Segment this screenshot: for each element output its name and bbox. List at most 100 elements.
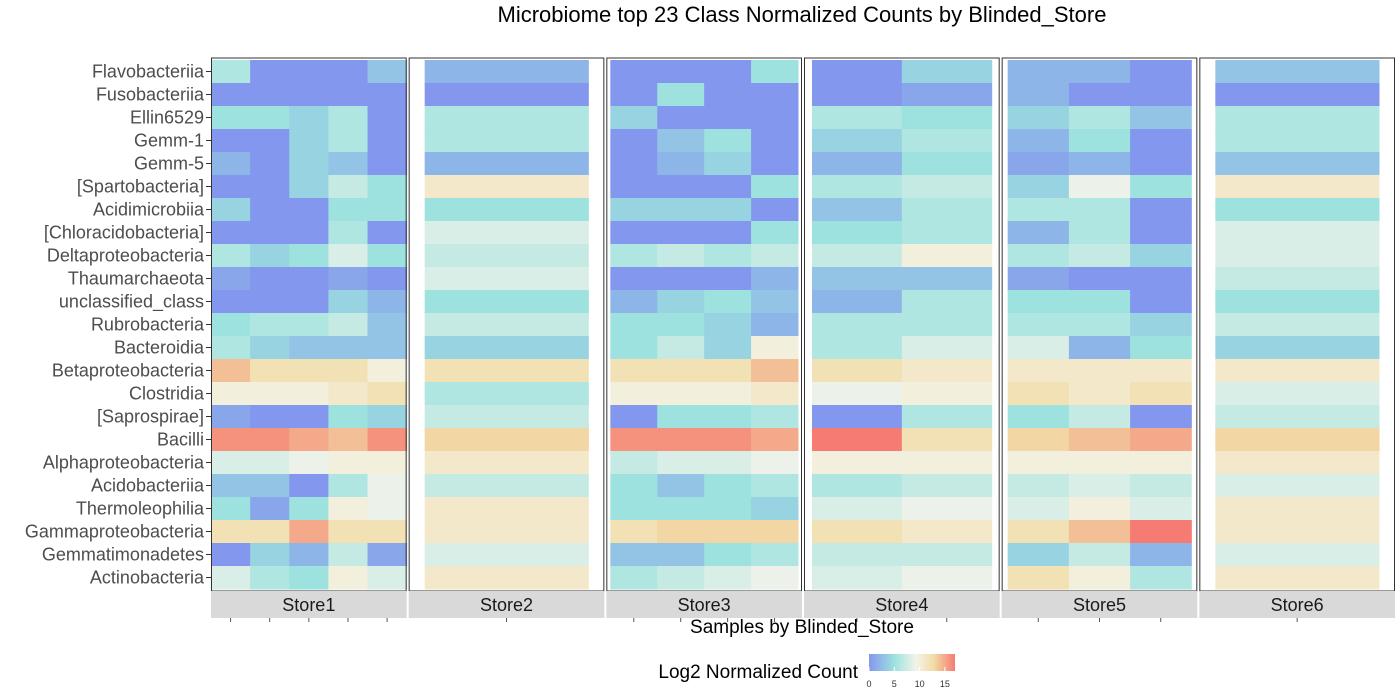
heat-cell [751, 474, 799, 498]
heat-cell [424, 566, 589, 590]
heat-cell [1215, 267, 1380, 291]
heat-cell [328, 198, 369, 222]
heat-cell [901, 313, 993, 337]
heat-cell [1130, 129, 1192, 153]
heat-cell [328, 566, 369, 590]
heat-cell [1068, 566, 1131, 590]
row-label: Bacilli [157, 430, 204, 450]
heat-cell [812, 497, 903, 521]
heat-cell [1215, 290, 1380, 314]
heat-cell [610, 405, 658, 429]
heat-cell [1007, 198, 1070, 222]
heat-cell [211, 106, 251, 130]
heat-cell [328, 451, 369, 475]
heat-cell [610, 382, 658, 406]
heat-cell [1007, 382, 1070, 406]
heat-cell [1068, 313, 1131, 337]
heat-cell [812, 543, 903, 567]
heat-cell [704, 244, 752, 268]
legend-tick-label: 0 [866, 679, 871, 689]
heat-cell [704, 83, 752, 107]
heat-cell [1215, 359, 1380, 383]
heat-cell [289, 359, 329, 383]
heat-cell [812, 520, 903, 544]
heat-cell [289, 129, 329, 153]
heat-cell [424, 359, 589, 383]
heat-cell [751, 451, 799, 475]
heat-cell [211, 267, 251, 291]
heat-cell [1007, 290, 1070, 314]
heat-cell [812, 60, 903, 84]
heat-cell [424, 313, 589, 337]
heat-cell [704, 359, 752, 383]
heat-cell [211, 175, 251, 199]
heat-cell [751, 152, 799, 176]
heat-cell [812, 221, 903, 245]
heat-cell [328, 83, 369, 107]
heat-cell [1130, 290, 1192, 314]
heat-cell [424, 474, 589, 498]
heat-cell [704, 405, 752, 429]
heat-cell [751, 83, 799, 107]
heat-cell [1130, 60, 1192, 84]
heat-cell [367, 221, 408, 245]
row-label: Gemmatimonadetes [42, 545, 204, 565]
heat-cell [901, 520, 993, 544]
heat-cell [901, 474, 993, 498]
heat-cell [657, 152, 705, 176]
row-label: Deltaproteobacteria [47, 246, 205, 266]
heat-cell [424, 175, 589, 199]
heat-cell [1068, 543, 1131, 567]
heat-cell [751, 106, 799, 130]
heat-cell [211, 83, 251, 107]
heat-cell [704, 313, 752, 337]
heat-cell [1215, 244, 1380, 268]
heat-cell [901, 336, 993, 360]
heat-cell [901, 359, 993, 383]
heat-cell [1215, 152, 1380, 176]
heat-cell [812, 267, 903, 291]
heat-cell [812, 474, 903, 498]
heat-cell [289, 221, 329, 245]
heat-cell [704, 520, 752, 544]
heat-cell [424, 405, 589, 429]
heat-cell [657, 405, 705, 429]
heat-cell [367, 129, 408, 153]
heat-cell [812, 566, 903, 590]
heat-cell [610, 129, 658, 153]
heat-cell [250, 290, 290, 314]
heat-cell [1068, 175, 1131, 199]
heat-cell [901, 60, 993, 84]
heat-cell [424, 428, 589, 452]
heat-cell [328, 359, 369, 383]
heat-cell [367, 313, 408, 337]
heat-cell [610, 543, 658, 567]
x-axis-label: Samples by Blinded_Store [690, 617, 914, 638]
heat-cell [610, 336, 658, 360]
heat-cell [901, 405, 993, 429]
heat-cell [424, 60, 589, 84]
heat-cell [1068, 497, 1131, 521]
heat-cell [751, 313, 799, 337]
heat-cell [289, 382, 329, 406]
row-label: Bacteroidia [114, 338, 205, 358]
heat-cell [901, 497, 993, 521]
heat-cell [704, 198, 752, 222]
heat-cell [657, 566, 705, 590]
heat-cell [1215, 382, 1380, 406]
heat-cell [1130, 382, 1192, 406]
heat-cell [328, 336, 369, 360]
heat-cell [328, 221, 369, 245]
heat-cell [657, 83, 705, 107]
heat-cell [289, 543, 329, 567]
heat-cell [751, 267, 799, 291]
heat-cell [328, 474, 369, 498]
heat-cell [367, 267, 408, 291]
heat-cell [211, 520, 251, 544]
heat-cell [812, 106, 903, 130]
heat-cell [211, 405, 251, 429]
heat-cell [328, 405, 369, 429]
heatmap-body: Flavobacteriia Fusobacteriia Ellin6529 Gemm… [25, 57, 1396, 622]
facet-strip [408, 591, 605, 618]
heat-cell [704, 543, 752, 567]
